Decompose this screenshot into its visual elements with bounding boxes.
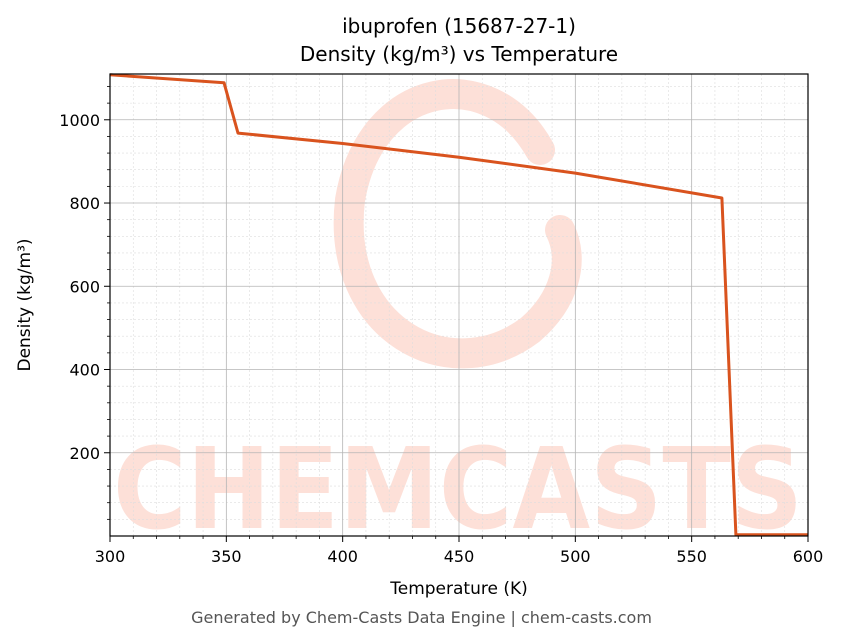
tick-labels: 300 350 400 450 500 550 600 200 400 600 800 1000	[59, 111, 823, 566]
y-axis-label: Density (kg/m³)	[15, 238, 35, 371]
x-tick-label: 350	[211, 547, 242, 566]
x-tick-label: 600	[793, 547, 824, 566]
major-grid	[109, 74, 809, 536]
series-layer	[109, 73, 808, 537]
chart-title-line1: ibuprofen (15687-27-1)	[342, 14, 576, 38]
x-tick-label: 500	[560, 547, 591, 566]
watermark-text: CHEMCASTS	[113, 425, 803, 555]
y-tick-label: 800	[69, 194, 100, 213]
x-tick-label: 450	[444, 547, 475, 566]
density-series-line	[109, 73, 808, 537]
footer-credit: Generated by Chem-Casts Data Engine | ch…	[191, 608, 652, 627]
y-tick-label: 400	[69, 361, 100, 380]
chart-title-line2: Density (kg/m³) vs Temperature	[300, 42, 618, 66]
y-tick-label: 600	[69, 277, 100, 296]
x-tick-label: 400	[327, 547, 358, 566]
watermark: CHEMCASTS	[113, 79, 803, 555]
y-tick-label: 1000	[59, 111, 100, 130]
watermark-swirl	[333, 79, 582, 369]
y-tick-label: 200	[69, 444, 100, 463]
x-tick-label: 300	[95, 547, 126, 566]
axis-ticks	[104, 86, 809, 542]
x-tick-label: 550	[676, 547, 707, 566]
x-axis-label: Temperature (K)	[389, 579, 528, 599]
